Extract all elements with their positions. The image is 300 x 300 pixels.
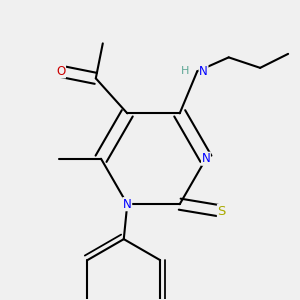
Text: H: H [181, 66, 189, 76]
Text: N: N [202, 152, 210, 165]
Text: N: N [123, 198, 132, 211]
Text: O: O [56, 65, 65, 78]
Text: S: S [218, 205, 226, 218]
Text: N: N [199, 65, 208, 78]
